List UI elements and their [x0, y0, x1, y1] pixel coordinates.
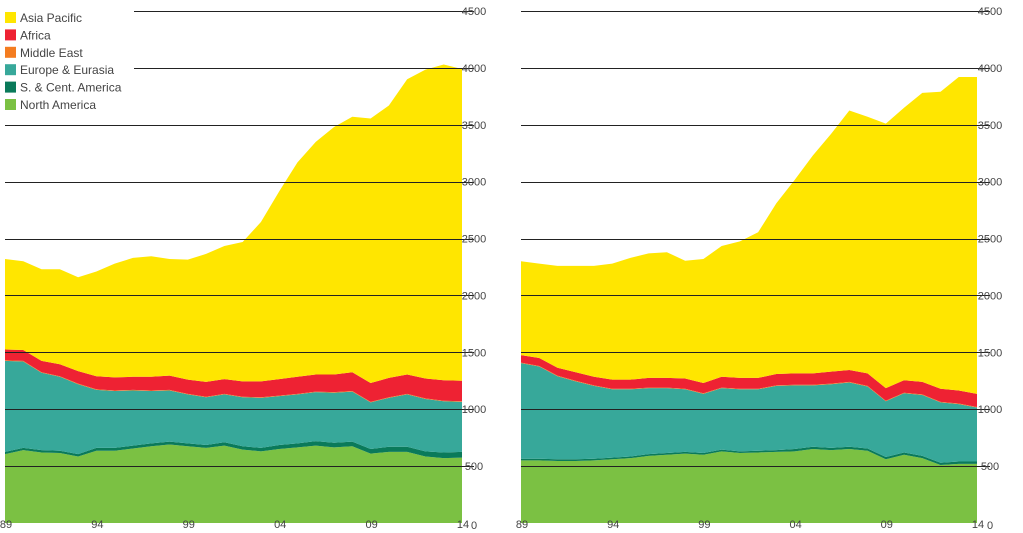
area-europe-and-eurasia — [521, 363, 977, 463]
x-tick-label: 89 — [516, 519, 528, 531]
legend-swatch-africa — [5, 29, 16, 41]
y-tick-label: 2500 — [462, 234, 486, 246]
area-asia-pacific — [5, 64, 462, 384]
y-tick-label: 2000 — [462, 290, 486, 302]
y-tick-label: 3500 — [462, 120, 486, 132]
y-tick-label: 3000 — [978, 177, 1002, 189]
x-tick-label: 89 — [0, 519, 12, 531]
legend-swatch-middle-east — [5, 46, 16, 58]
y-tick-label: 4500 — [978, 6, 1002, 18]
y-tick-label: 500 — [981, 461, 999, 473]
y-tick-label: 4500 — [462, 6, 486, 18]
legend-label-north-america: North America — [20, 98, 96, 112]
y-tick-label: 2000 — [978, 290, 1002, 302]
legend-swatch-asia-pacific — [5, 12, 16, 23]
y-tick-label: 4000 — [462, 63, 486, 75]
right-chart-panel: 0 500 1000 1500 2000 2500 3000 3500 4000 4500 89 94… — [516, 6, 1002, 532]
y-tick-label: 0 — [987, 520, 993, 532]
y-tick-label: 3000 — [462, 177, 486, 189]
legend-label-africa: Africa — [20, 28, 51, 42]
area-africa — [5, 349, 462, 402]
legend: Asia Pacific Africa Middle East Europe & Eu… — [4, 9, 134, 115]
y-tick-label: 1500 — [978, 347, 1002, 359]
y-tick-label: 0 — [471, 520, 477, 532]
legend-swatch-north-america — [5, 99, 16, 110]
y-tick-label: 500 — [465, 461, 483, 473]
y-tick-label: 1000 — [978, 404, 1002, 416]
legend-label-middle-east: Middle East — [20, 46, 83, 60]
legend-label-europe-and-eurasia: Europe & Eurasia — [20, 63, 114, 77]
y-tick-label: 3500 — [978, 120, 1002, 132]
left-chart-panel: 0 500 1000 1500 2000 2500 3000 3500 4000 4500 89 94… — [0, 6, 486, 532]
x-tick-label: 09 — [881, 519, 893, 531]
y-tick-label: 1500 — [462, 347, 486, 359]
y-tick-label: 4000 — [978, 63, 1002, 75]
area-s-and-cent-america — [5, 441, 462, 459]
x-tick-label: 99 — [698, 519, 710, 531]
legend-background — [4, 9, 134, 115]
x-tick-label: 14 — [457, 519, 469, 531]
area-asia-pacific — [521, 76, 977, 394]
area-north-america — [5, 444, 462, 523]
legend-label-asia-pacific: Asia Pacific — [20, 11, 82, 25]
legend-label-s-and-cent-america: S. & Cent. America — [20, 81, 122, 95]
y-tick-label: 1000 — [462, 404, 486, 416]
legend-swatch-s-and-cent-america — [5, 81, 16, 93]
x-tick-label: 04 — [274, 519, 286, 531]
x-tick-label: 99 — [183, 519, 195, 531]
x-tick-label: 14 — [972, 519, 984, 531]
area-africa — [521, 355, 977, 407]
x-tick-label: 09 — [365, 519, 377, 531]
x-tick-label: 94 — [91, 519, 103, 531]
x-tick-label: 94 — [607, 519, 619, 531]
area-north-america — [521, 449, 977, 523]
legend-swatch-europe-and-eurasia — [5, 64, 16, 76]
y-tick-label: 2500 — [978, 234, 1002, 246]
area-europe-and-eurasia — [5, 360, 462, 455]
x-tick-label: 04 — [789, 519, 801, 531]
